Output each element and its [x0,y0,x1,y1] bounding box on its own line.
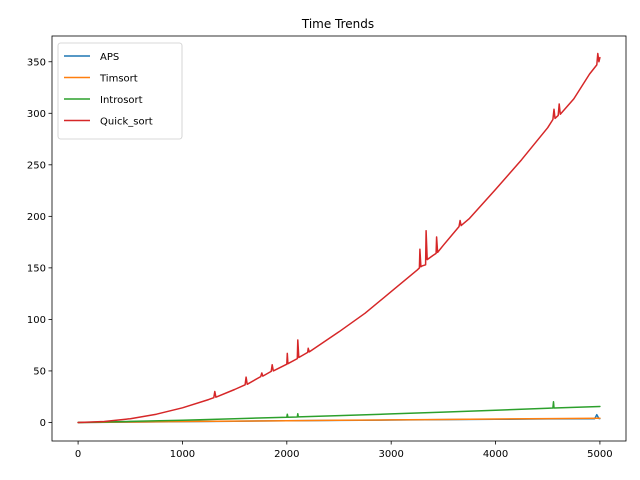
y-tick-label: 50 [33,366,46,377]
x-tick-label: 2000 [274,449,299,460]
y-tick-label: 150 [27,263,46,274]
y-tick-label: 300 [27,109,46,120]
legend-label: APS [100,52,119,63]
legend-label: Timsort [99,74,138,85]
series-line-quick-sort [77,52,601,424]
y-tick-label: 100 [27,315,46,326]
y-tick-label: 250 [27,160,46,171]
legend-label: Introsort [100,95,143,106]
axes-layer: 0 1000 2000 3000 4000 5000 0 50 100 150 200 250 300 3… [27,35,627,460]
chart-title: Time Trends [301,17,374,31]
x-tick-label: 3000 [378,449,403,460]
series-layer [77,52,601,424]
axes-frame [51,35,627,442]
y-tick-label: 0 [40,418,46,429]
legend-label: Quick_sort [100,117,153,128]
x-tick-label: 1000 [170,449,195,460]
y-tick-label: 350 [27,57,46,68]
legend: APS Timsort Introsort Quick_sort [57,42,183,140]
y-tick-label: 200 [27,212,46,223]
x-tick-label: 4000 [483,449,508,460]
series-line-introsort [77,401,601,424]
series-line-timsort [77,417,601,424]
x-tick-label: 0 [75,449,81,460]
x-tick-label: 5000 [587,449,612,460]
legend-box [57,42,183,140]
